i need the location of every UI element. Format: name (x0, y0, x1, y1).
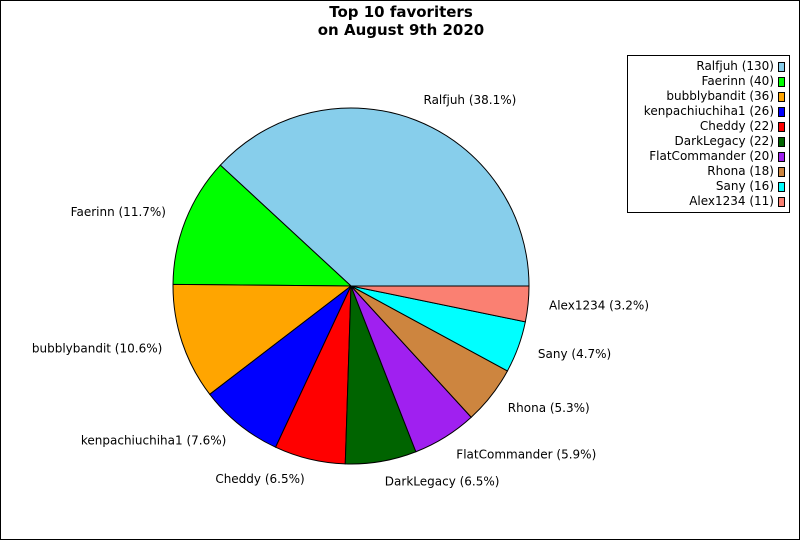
legend-swatch (778, 181, 785, 192)
legend-item-ralfjuh: Ralfjuh (130) (628, 59, 785, 74)
legend-label: Alex1234 (11) (689, 194, 774, 208)
pie-slice-alex1234 (350, 285, 530, 323)
chart-title: Top 10 favoriters on August 9th 2020 (1, 3, 800, 39)
legend-label: Ralfjuh (130) (696, 59, 774, 73)
legend-label: FlatCommander (20) (649, 149, 774, 163)
pie-slice-bubblybandit (172, 283, 353, 396)
legend-label: Faerinn (40) (701, 74, 774, 88)
legend-swatch (778, 61, 785, 72)
pie-label-cheddy: Cheddy (6.5%) (215, 472, 304, 486)
legend-label: DarkLegacy (22) (674, 134, 774, 148)
legend-label: kenpachiuchiha1 (26) (643, 104, 774, 118)
chart-title-line-2: on August 9th 2020 (317, 21, 485, 39)
pie-label-alex1234: Alex1234 (3.2%) (549, 299, 649, 313)
pie-label-faerinn: Faerinn (11.7%) (71, 205, 166, 219)
legend-item-kenpachiuchiha1: kenpachiuchiha1 (26) (628, 104, 785, 119)
legend-label: Cheddy (22) (699, 119, 774, 133)
pie-labels: Ralfjuh (38.1%) Faerinn (11.7%) bubblyband… (32, 93, 649, 488)
legend-item-darklegacy: DarkLegacy (22) (628, 134, 785, 149)
legend-item-alex1234: Alex1234 (11) (628, 194, 785, 209)
pie-label-ralfjuh: Ralfjuh (38.1%) (424, 93, 517, 107)
legend-item-rhona: Rhona (18) (628, 164, 785, 179)
legend-swatch (778, 196, 785, 207)
pie-slice-ralfjuh (219, 107, 530, 287)
pie-label-rhona: Rhona (5.3%) (508, 401, 590, 415)
legend-swatch (778, 76, 785, 87)
pie-label-flatcommander: FlatCommander (5.9%) (456, 447, 596, 461)
legend-item-cheddy: Cheddy (22) (628, 119, 785, 134)
legend-swatch (778, 106, 785, 117)
legend-item-faerinn: Faerinn (40) (628, 74, 785, 89)
pie-label-bubblybandit: bubblybandit (10.6%) (32, 342, 162, 356)
pie-slices (172, 107, 530, 465)
legend-item-bubblybandit: bubblybandit (36) (628, 89, 785, 104)
legend-swatch (778, 166, 785, 177)
legend-swatch (778, 91, 785, 102)
legend-item-flatcommander: FlatCommander (20) (628, 149, 785, 164)
legend-label: Rhona (18) (707, 164, 774, 178)
legend-item-sany: Sany (16) (628, 179, 785, 194)
legend-label: Sany (16) (715, 179, 774, 193)
legend-swatch (778, 151, 785, 162)
legend-swatch (778, 136, 785, 147)
chart-title-line-1: Top 10 favoriters (329, 3, 473, 21)
pie-slice-faerinn (172, 164, 353, 287)
chart-legend: Ralfjuh (130) Faerinn (40) bubblybandit (3… (627, 55, 790, 213)
pie-label-darklegacy: DarkLegacy (6.5%) (385, 475, 500, 489)
pie-label-kenpachiuchiha1: kenpachiuchiha1 (7.6%) (81, 434, 226, 448)
legend-label: bubblybandit (36) (666, 89, 774, 103)
pie-label-sany: Sany (4.7%) (538, 347, 611, 361)
legend-swatch (778, 121, 785, 132)
